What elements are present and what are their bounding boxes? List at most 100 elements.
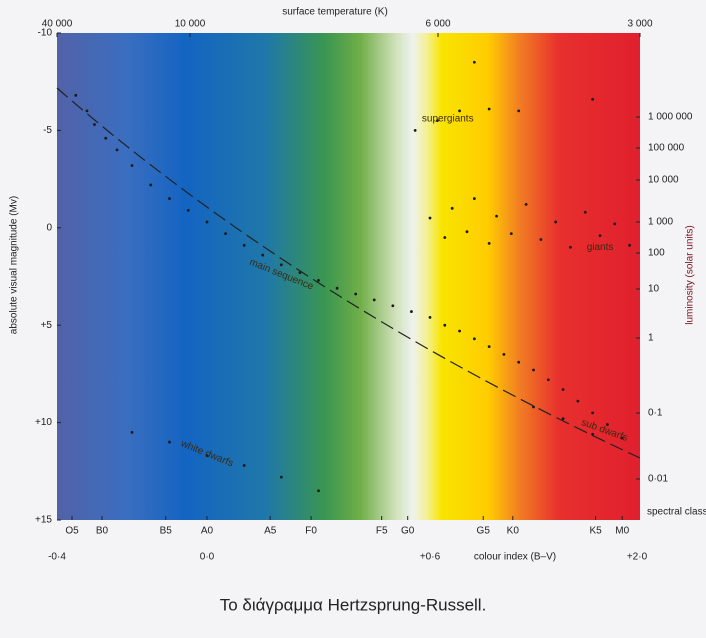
spectral-title: spectral class [647, 507, 706, 518]
plot-area [57, 33, 640, 520]
spectral-tick-label: A0 [201, 526, 214, 537]
caption: Το διάγραμμα Hertzsprung-Russell. [220, 595, 487, 614]
y-tick-label: 0 [46, 222, 52, 233]
star [606, 423, 609, 426]
star [115, 148, 119, 152]
star [561, 417, 565, 421]
star [279, 475, 283, 479]
star [168, 197, 171, 200]
y-tick-label: +10 [35, 417, 52, 428]
y2-tick-label: 0·1 [648, 408, 663, 419]
star [598, 234, 602, 237]
star [130, 430, 134, 434]
star [317, 489, 320, 493]
star [591, 411, 595, 415]
star [428, 316, 432, 319]
y2-axis-title: luminosity (solar units) [685, 225, 696, 324]
spectral-tick-label: B0 [96, 526, 109, 537]
spectral-tick-label: G5 [477, 526, 491, 537]
star [465, 230, 469, 234]
star [450, 206, 454, 210]
star [546, 378, 550, 382]
y-tick-label: +5 [41, 320, 53, 331]
star [517, 360, 521, 364]
star [335, 286, 339, 290]
star [569, 245, 572, 249]
star [443, 236, 447, 239]
star [620, 436, 624, 440]
star [354, 292, 358, 296]
star [561, 388, 565, 391]
y-tick-label: -5 [43, 125, 52, 136]
spectral-tick-label: A5 [264, 526, 277, 537]
star [242, 464, 246, 467]
star [628, 243, 632, 247]
star [532, 368, 535, 372]
star [487, 345, 491, 349]
top-tick-label: 3 000 [627, 19, 652, 30]
y-tick-label: +15 [35, 515, 52, 526]
spectral-tick-label: M0 [615, 526, 629, 537]
top-axis-title: surface temperature (K) [282, 7, 388, 18]
spectral-tick-label: O5 [65, 526, 79, 537]
star [372, 298, 376, 302]
star [410, 310, 413, 313]
x-axis-title: colour index (B–V) [474, 552, 556, 563]
star [104, 136, 108, 140]
star [85, 109, 89, 113]
main-sequence-line [56, 87, 641, 459]
star [242, 243, 246, 247]
star [554, 220, 558, 224]
star [317, 278, 320, 282]
star [428, 216, 432, 220]
star [583, 210, 587, 214]
star [413, 129, 417, 132]
annotation: giants [587, 242, 614, 253]
spectral-tick-label: K5 [589, 526, 602, 537]
star [524, 203, 528, 206]
star [487, 241, 491, 245]
star [613, 222, 617, 226]
y2-tick-label: 100 [648, 248, 665, 259]
x-tick-label: +0·6 [420, 552, 441, 563]
y2-tick-label: 100 000 [648, 143, 685, 154]
star [298, 271, 302, 275]
star [458, 109, 461, 113]
star [472, 197, 476, 200]
y2-tick-label: 0·01 [648, 474, 668, 485]
star [472, 337, 476, 341]
star [532, 405, 535, 409]
star [458, 329, 461, 333]
star [502, 353, 506, 356]
star [391, 304, 395, 308]
star [591, 97, 595, 101]
star [487, 107, 491, 111]
y2-tick-label: 1 [648, 333, 654, 344]
star [472, 60, 476, 64]
star [205, 454, 209, 458]
top-tick-label: 6 000 [425, 19, 450, 30]
star [495, 214, 498, 218]
y2-tick-label: 10 [648, 284, 660, 295]
y2-tick-label: 1 000 [648, 217, 673, 228]
star [435, 119, 439, 123]
x-tick-label: 0·0 [200, 552, 215, 563]
star [539, 238, 543, 241]
spectral-tick-label: G0 [401, 526, 415, 537]
star [130, 164, 134, 167]
y-tick-label: -10 [38, 28, 53, 39]
x-tick-label: +2·0 [627, 552, 648, 563]
star [576, 399, 580, 403]
spectral-tick-label: K0 [507, 526, 520, 537]
annotation: supergiants [422, 113, 474, 124]
top-tick-label: 40 000 [42, 19, 73, 30]
star [261, 253, 265, 257]
star [205, 220, 209, 224]
y-axis-title: absolute visual magnitude (Mv) [9, 196, 20, 334]
star [517, 109, 521, 113]
y2-tick-label: 10 000 [648, 175, 679, 186]
star [149, 183, 153, 187]
spectral-tick-label: F0 [305, 526, 317, 537]
